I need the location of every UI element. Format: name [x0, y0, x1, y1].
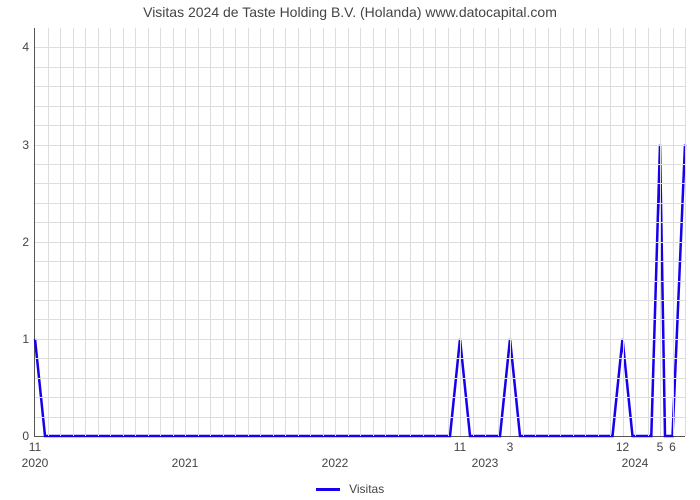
- x-minor-gridline: [323, 28, 324, 436]
- x-minor-gridline: [498, 28, 499, 436]
- x-minor-gridline: [123, 28, 124, 436]
- x-year-label: 2022: [322, 456, 349, 470]
- x-minor-gridline: [523, 28, 524, 436]
- x-minor-gridline: [235, 28, 236, 436]
- x-minor-gridline: [135, 28, 136, 436]
- x-year-label: 2024: [622, 456, 649, 470]
- x-minor-gridline: [260, 28, 261, 436]
- x-month-label: 11: [454, 440, 466, 454]
- x-minor-gridline: [548, 28, 549, 436]
- x-minor-gridline: [385, 28, 386, 436]
- x-minor-gridline: [560, 28, 561, 436]
- y-tick-label: 1: [22, 332, 29, 346]
- legend: Visitas: [0, 481, 700, 496]
- x-gridline: [335, 28, 336, 436]
- x-minor-gridline: [573, 28, 574, 436]
- x-minor-gridline: [60, 28, 61, 436]
- x-month-label: 3: [507, 440, 514, 454]
- x-minor-gridline: [660, 28, 661, 436]
- y-tick-label: 4: [22, 40, 29, 54]
- x-year-label: 2021: [172, 456, 199, 470]
- x-minor-gridline: [423, 28, 424, 436]
- x-minor-gridline: [223, 28, 224, 436]
- x-minor-gridline: [510, 28, 511, 436]
- x-minor-gridline: [98, 28, 99, 436]
- x-minor-gridline: [48, 28, 49, 436]
- x-minor-gridline: [285, 28, 286, 436]
- x-month-label: 6: [669, 440, 676, 454]
- legend-label: Visitas: [349, 482, 384, 496]
- x-minor-gridline: [673, 28, 674, 436]
- x-minor-gridline: [648, 28, 649, 436]
- chart-title: Visitas 2024 de Taste Holding B.V. (Hola…: [0, 4, 700, 20]
- x-minor-gridline: [273, 28, 274, 436]
- x-minor-gridline: [435, 28, 436, 436]
- x-minor-gridline: [148, 28, 149, 436]
- y-tick-label: 2: [22, 235, 29, 249]
- chart-container: Visitas 2024 de Taste Holding B.V. (Hola…: [0, 0, 700, 500]
- x-gridline: [485, 28, 486, 436]
- y-tick-label: 3: [22, 138, 29, 152]
- x-minor-gridline: [610, 28, 611, 436]
- x-minor-gridline: [360, 28, 361, 436]
- x-minor-gridline: [248, 28, 249, 436]
- x-minor-gridline: [110, 28, 111, 436]
- x-year-label: 2023: [472, 456, 499, 470]
- x-month-label: 12: [616, 440, 629, 454]
- x-minor-gridline: [85, 28, 86, 436]
- x-minor-gridline: [535, 28, 536, 436]
- x-minor-gridline: [473, 28, 474, 436]
- x-minor-gridline: [160, 28, 161, 436]
- x-month-label: 11: [29, 440, 41, 454]
- x-minor-gridline: [373, 28, 374, 436]
- x-minor-gridline: [598, 28, 599, 436]
- x-minor-gridline: [310, 28, 311, 436]
- x-minor-gridline: [210, 28, 211, 436]
- x-minor-gridline: [460, 28, 461, 436]
- legend-swatch: [316, 488, 340, 491]
- x-minor-gridline: [585, 28, 586, 436]
- x-gridline: [185, 28, 186, 436]
- plot-area: 0123420202021202220232024111131256: [34, 28, 685, 437]
- x-minor-gridline: [73, 28, 74, 436]
- x-minor-gridline: [198, 28, 199, 436]
- x-gridline: [635, 28, 636, 436]
- x-minor-gridline: [298, 28, 299, 436]
- x-minor-gridline: [623, 28, 624, 436]
- x-minor-gridline: [448, 28, 449, 436]
- x-minor-gridline: [348, 28, 349, 436]
- x-minor-gridline: [685, 28, 686, 436]
- x-year-label: 2020: [22, 456, 49, 470]
- x-minor-gridline: [173, 28, 174, 436]
- x-minor-gridline: [410, 28, 411, 436]
- x-minor-gridline: [398, 28, 399, 436]
- x-month-label: 5: [657, 440, 664, 454]
